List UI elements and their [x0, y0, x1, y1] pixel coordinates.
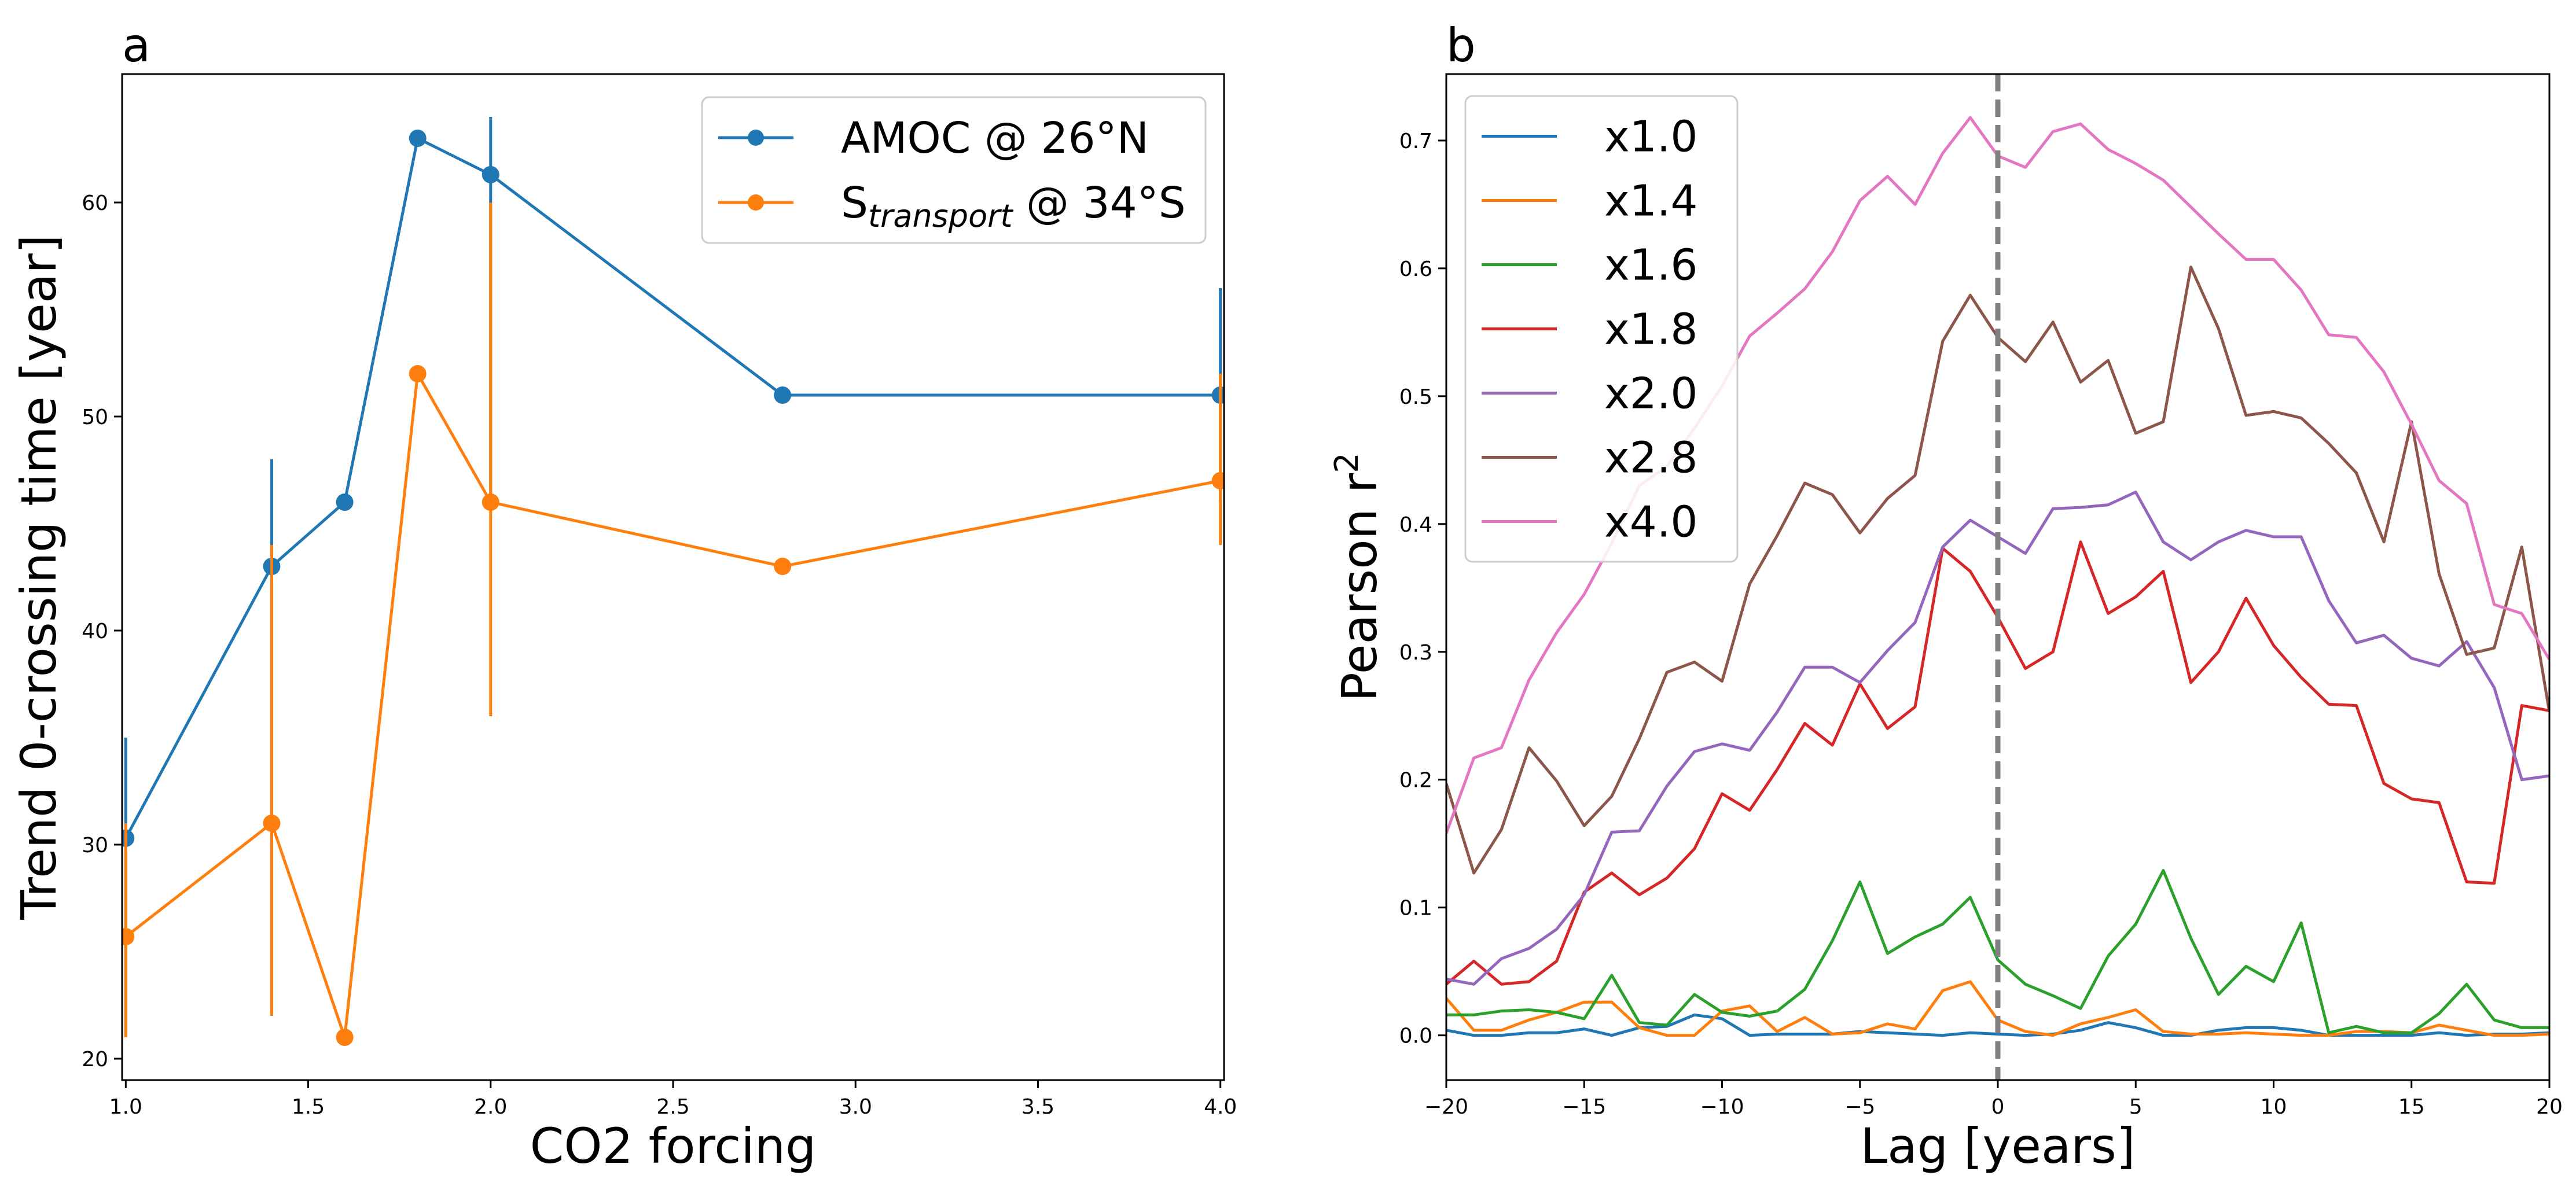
data-point [482, 165, 499, 183]
data-point [409, 130, 427, 147]
x-tick-label: −10 [1700, 1095, 1744, 1119]
x-tick-label: 15 [2398, 1095, 2425, 1119]
data-point [774, 558, 792, 575]
legend-label: x1.0 [1604, 112, 1697, 162]
x-tick-label: 4.0 [1204, 1095, 1237, 1119]
x-tick-label: 3.0 [839, 1095, 872, 1119]
series-s-transport [122, 202, 1224, 1046]
panel-b-line-chart: −20 −15 −10 −5 0 5 10 15 20 0.0 0.1 0.2 0.3 0.4 0.5 0.6… [1328, 19, 2563, 1174]
data-point [336, 493, 354, 511]
panel-label: a [122, 19, 150, 72]
x-tick-label: 10 [2261, 1095, 2287, 1119]
x-axis-label: CO2 forcing [530, 1118, 817, 1174]
y-tick-label: 0.6 [1399, 257, 1432, 281]
y-tick-label: 0.0 [1399, 1025, 1432, 1048]
data-point [336, 1029, 354, 1046]
x-axis-label: Lag [years] [1860, 1118, 2135, 1174]
y-tick-label: 30 [82, 834, 108, 857]
legend-marker [748, 194, 764, 211]
panel-a-line-chart: 1.0 1.5 2.0 2.5 3.0 3.5 4.0 20 30 40 50 60 CO2 forci… [10, 19, 1237, 1174]
x-tick-label: 20 [2536, 1095, 2563, 1119]
y-tick-label: 60 [82, 191, 108, 215]
x-tick-label: −20 [1424, 1095, 1468, 1119]
legend-label: x1.6 [1604, 241, 1697, 290]
legend [1464, 95, 1739, 563]
x-tick-label: −5 [1844, 1095, 1875, 1119]
x-tick-label: 1.0 [109, 1095, 142, 1119]
x-tick-label: 1.5 [292, 1095, 325, 1119]
data-point [774, 386, 792, 404]
data-point [122, 928, 135, 946]
legend-label: x1.8 [1604, 305, 1697, 355]
y-tick-label: 0.5 [1399, 385, 1432, 409]
x-tick-label: 2.5 [656, 1095, 689, 1119]
x-tick-label: 5 [2129, 1095, 2143, 1119]
x-tick-label: 3.5 [1021, 1095, 1054, 1119]
series-line-x1-6 [1446, 869, 2549, 1034]
x-tick-label: 2.0 [474, 1095, 507, 1119]
legend-label: x4.0 [1604, 498, 1697, 547]
x-tick-label: −15 [1562, 1095, 1606, 1119]
y-axis-label: Pearson r2 [1328, 452, 1388, 702]
series-line-x1-0 [1446, 1013, 2549, 1037]
legend [701, 96, 1207, 244]
y-tick-label: 0.1 [1399, 897, 1432, 920]
legend-label: x2.0 [1604, 369, 1697, 419]
data-point [409, 365, 427, 382]
data-point [1211, 472, 1224, 489]
y-tick-label: 20 [82, 1048, 108, 1071]
legend-label: x1.4 [1604, 176, 1697, 226]
legend-marker [748, 130, 764, 146]
y-tick-label: 0.2 [1399, 769, 1432, 793]
y-tick-label: 50 [82, 406, 108, 429]
y-tick-label: 0.3 [1399, 641, 1432, 665]
legend-label: x2.8 [1604, 433, 1697, 483]
legend-label: AMOC @ 26°N [841, 113, 1149, 163]
panel-label: b [1446, 19, 1476, 72]
y-tick-label: 40 [82, 620, 108, 643]
data-point [263, 815, 281, 832]
x-tick-label: 0 [1991, 1095, 2005, 1119]
plot-area [122, 117, 1224, 1046]
y-axis-label: Trend 0-crossing time [year] [10, 234, 67, 920]
data-point [482, 493, 499, 511]
legend-label: Stransport @ 34°S [841, 178, 1186, 234]
y-tick-label: 0.7 [1399, 130, 1432, 153]
y-tick-label: 0.4 [1399, 513, 1432, 537]
